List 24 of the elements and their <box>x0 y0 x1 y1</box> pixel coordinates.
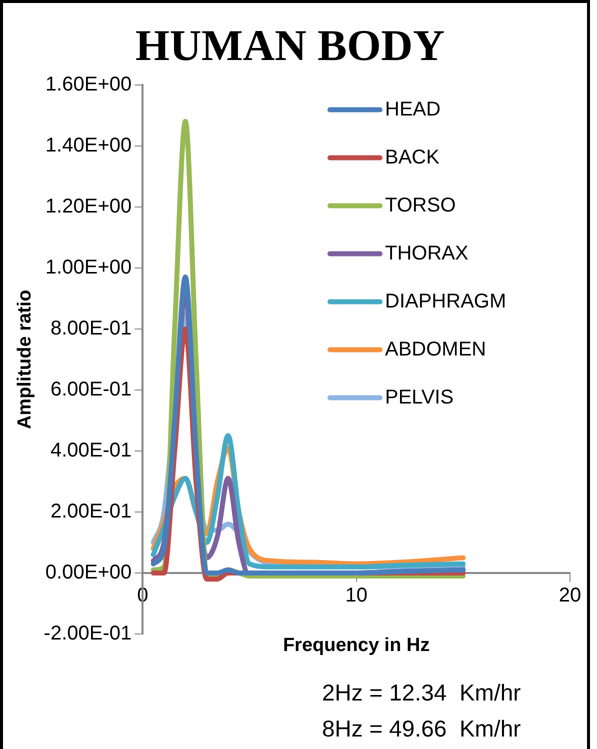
x-tick-label: 10 <box>345 584 368 606</box>
legend-label: TORSO <box>385 194 456 216</box>
y-tick-label: 8.00E-01 <box>50 317 132 340</box>
y-tick-label: 6.00E-01 <box>50 378 132 400</box>
legend-label: ABDOMEN <box>385 338 486 360</box>
legend-label: PELVIS <box>385 386 454 408</box>
y-tick-label: 1.20E+00 <box>45 195 132 218</box>
y-tick-label: 1.40E+00 <box>45 134 132 156</box>
y-tick-label: 4.00E-01 <box>50 439 132 462</box>
x-axis-title: Frequency in Hz <box>282 635 430 656</box>
y-tick-label: 1.60E+00 <box>45 73 132 96</box>
text: 2Hz = 12.34 Km/hr <box>322 679 522 706</box>
y-axis-title: Amplitude ratio <box>14 290 36 430</box>
legend-label: HEAD <box>385 98 441 120</box>
chart-title: HUMAN BODY <box>135 20 445 70</box>
x-tick-label: 20 <box>558 584 582 606</box>
text: 8Hz = 49.66 Km/hr <box>322 715 522 742</box>
y-tick-label: -2.00E-01 <box>44 622 132 645</box>
y-tick-label: 0.00E+00 <box>45 561 132 584</box>
y-tick-label: 1.00E+00 <box>45 256 132 278</box>
y-tick-label: 2.00E-01 <box>50 500 132 522</box>
legend-label: DIAPHRAGM <box>385 290 506 312</box>
legend-label: BACK <box>385 146 440 168</box>
legend-label: THORAX <box>385 242 468 264</box>
